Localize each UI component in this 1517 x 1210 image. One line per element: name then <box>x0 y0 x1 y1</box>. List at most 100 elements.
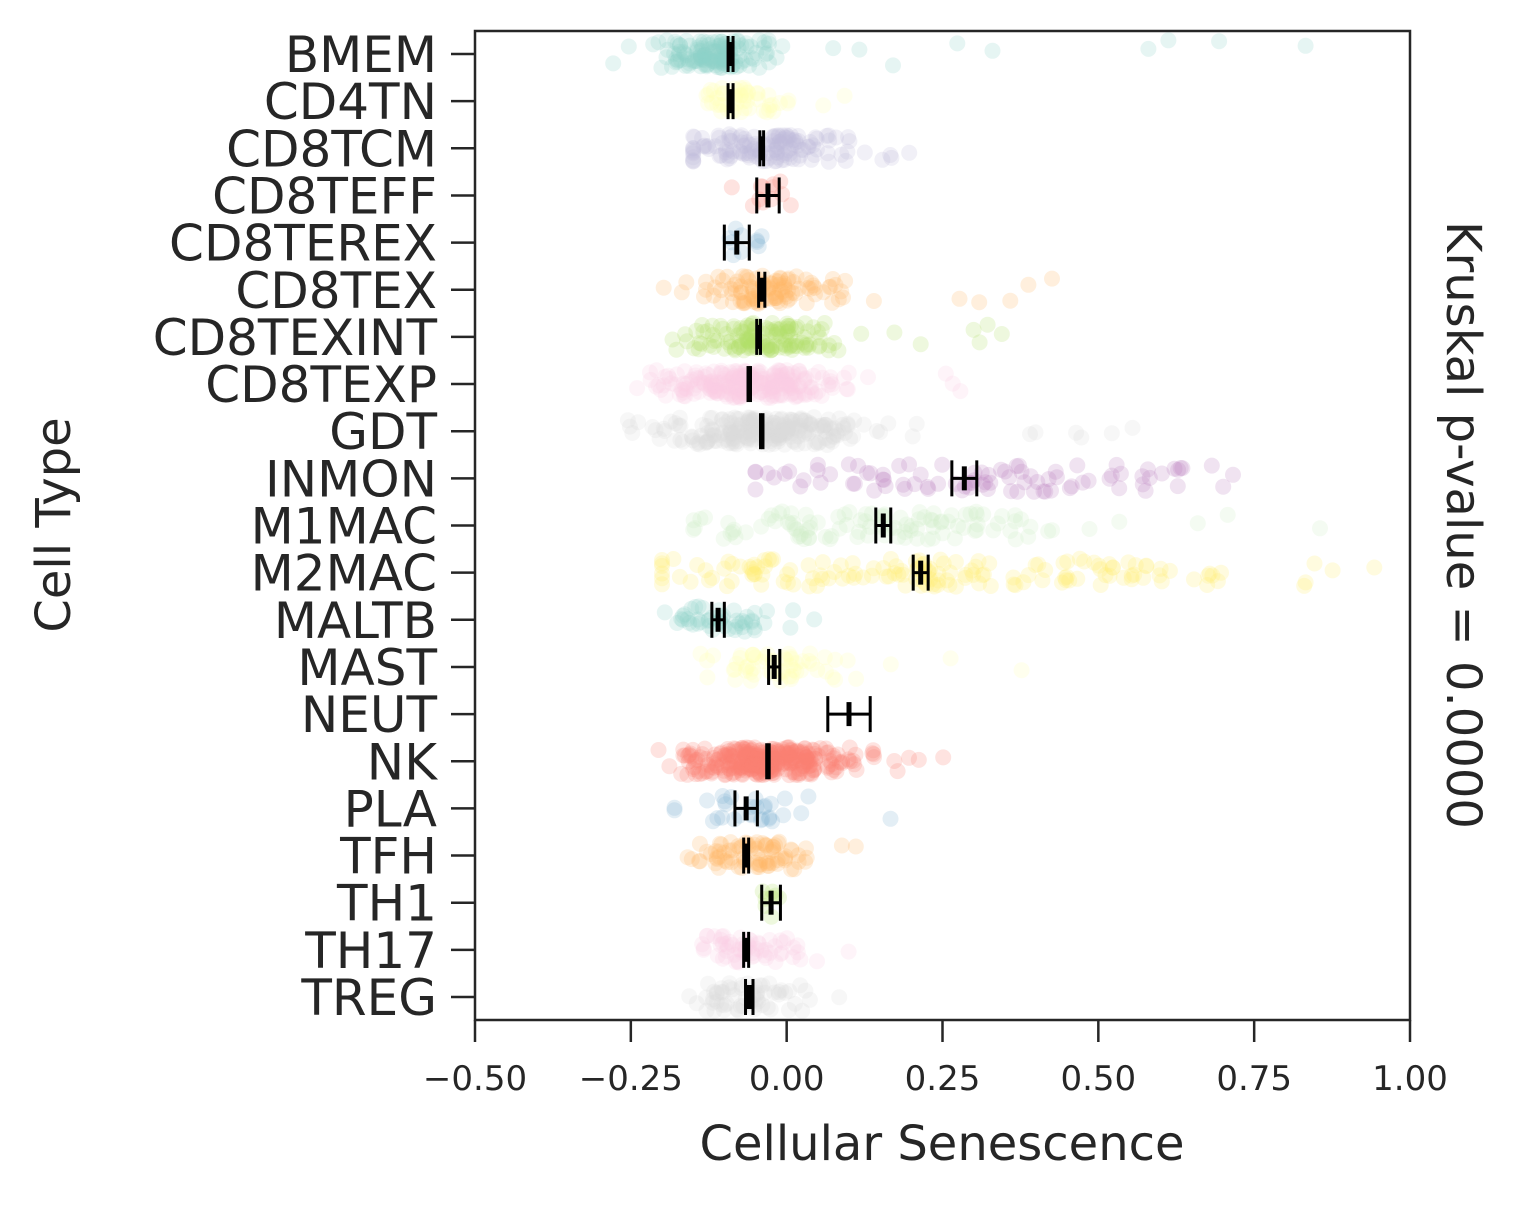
data-point <box>730 760 747 777</box>
data-point <box>777 374 794 391</box>
data-point <box>732 333 749 350</box>
data-point <box>762 795 779 812</box>
data-point <box>698 58 715 75</box>
data-point <box>704 326 721 343</box>
data-point <box>721 377 737 394</box>
data-point <box>768 153 785 169</box>
data-point <box>673 284 690 301</box>
data-point <box>897 577 914 594</box>
data-point <box>725 766 742 783</box>
data-point <box>702 381 719 398</box>
data-point <box>691 835 708 852</box>
data-point <box>782 649 799 666</box>
data-point <box>777 145 794 161</box>
data-point <box>778 745 795 762</box>
data-point <box>673 381 690 398</box>
data-point <box>807 386 823 403</box>
data-point <box>717 144 734 161</box>
data-point <box>1007 513 1024 530</box>
data-point <box>735 295 752 312</box>
data-point <box>681 37 698 54</box>
data-point <box>697 434 714 451</box>
data-point <box>801 514 818 531</box>
data-point <box>761 421 778 438</box>
data-point <box>924 530 941 547</box>
data-point <box>721 842 738 859</box>
data-point <box>817 663 834 680</box>
data-point <box>799 138 816 155</box>
data-point <box>898 516 915 533</box>
data-point <box>750 763 767 780</box>
data-point <box>746 622 763 639</box>
data-point <box>815 418 832 435</box>
data-point <box>974 567 991 584</box>
points-treg <box>681 975 848 1019</box>
data-point <box>729 433 746 450</box>
data-point <box>686 520 703 537</box>
data-point <box>798 749 815 765</box>
data-point <box>688 44 705 61</box>
data-point <box>704 317 721 334</box>
data-point <box>717 376 734 393</box>
data-point <box>720 553 737 570</box>
data-point <box>1071 550 1088 567</box>
data-point <box>1366 559 1383 576</box>
data-point <box>736 130 753 147</box>
data-point <box>751 856 768 873</box>
data-point <box>686 340 703 357</box>
data-point <box>697 376 714 393</box>
data-point <box>746 619 763 636</box>
data-point <box>711 848 728 865</box>
data-point <box>806 279 823 296</box>
data-point <box>788 388 805 404</box>
data-point <box>705 750 722 766</box>
data-point <box>710 859 727 876</box>
data-point <box>833 837 850 854</box>
data-point <box>767 427 784 444</box>
data-point <box>826 420 843 437</box>
data-point <box>715 530 732 547</box>
data-point <box>966 464 983 481</box>
data-point <box>788 748 805 764</box>
data-point <box>684 371 700 388</box>
data-point <box>774 387 791 404</box>
data-point <box>767 837 783 854</box>
data-point <box>685 149 702 166</box>
data-point <box>993 461 1009 478</box>
data-point <box>714 757 731 774</box>
data-point <box>748 44 765 61</box>
data-point <box>744 425 760 442</box>
data-point <box>656 423 673 439</box>
data-point <box>748 840 765 857</box>
data-point <box>957 566 974 583</box>
data-point <box>706 333 723 349</box>
data-point <box>769 852 786 869</box>
data-point <box>846 756 863 773</box>
data-point <box>785 949 801 966</box>
data-point <box>721 933 738 950</box>
data-point <box>664 331 681 348</box>
data-point <box>699 56 716 73</box>
data-point <box>696 740 713 757</box>
data-point <box>675 741 692 758</box>
data-point <box>664 58 680 75</box>
data-point <box>705 427 722 444</box>
data-point <box>737 762 754 779</box>
data-point <box>796 740 813 757</box>
data-point <box>685 140 702 157</box>
data-point <box>731 388 748 405</box>
data-point <box>725 521 742 538</box>
data-point <box>680 753 697 770</box>
y-tick-label-m2mac: M2MAC <box>251 545 437 603</box>
data-point <box>779 419 796 436</box>
data-point <box>872 424 889 441</box>
data-point <box>747 790 764 807</box>
data-point <box>790 151 807 168</box>
data-point <box>767 513 784 530</box>
data-point <box>934 525 951 542</box>
y-tick-label-cd8texint: CD8TEXINT <box>153 309 438 367</box>
data-point <box>771 833 788 850</box>
data-point <box>723 854 740 871</box>
data-point <box>797 315 814 332</box>
data-point <box>719 151 735 168</box>
